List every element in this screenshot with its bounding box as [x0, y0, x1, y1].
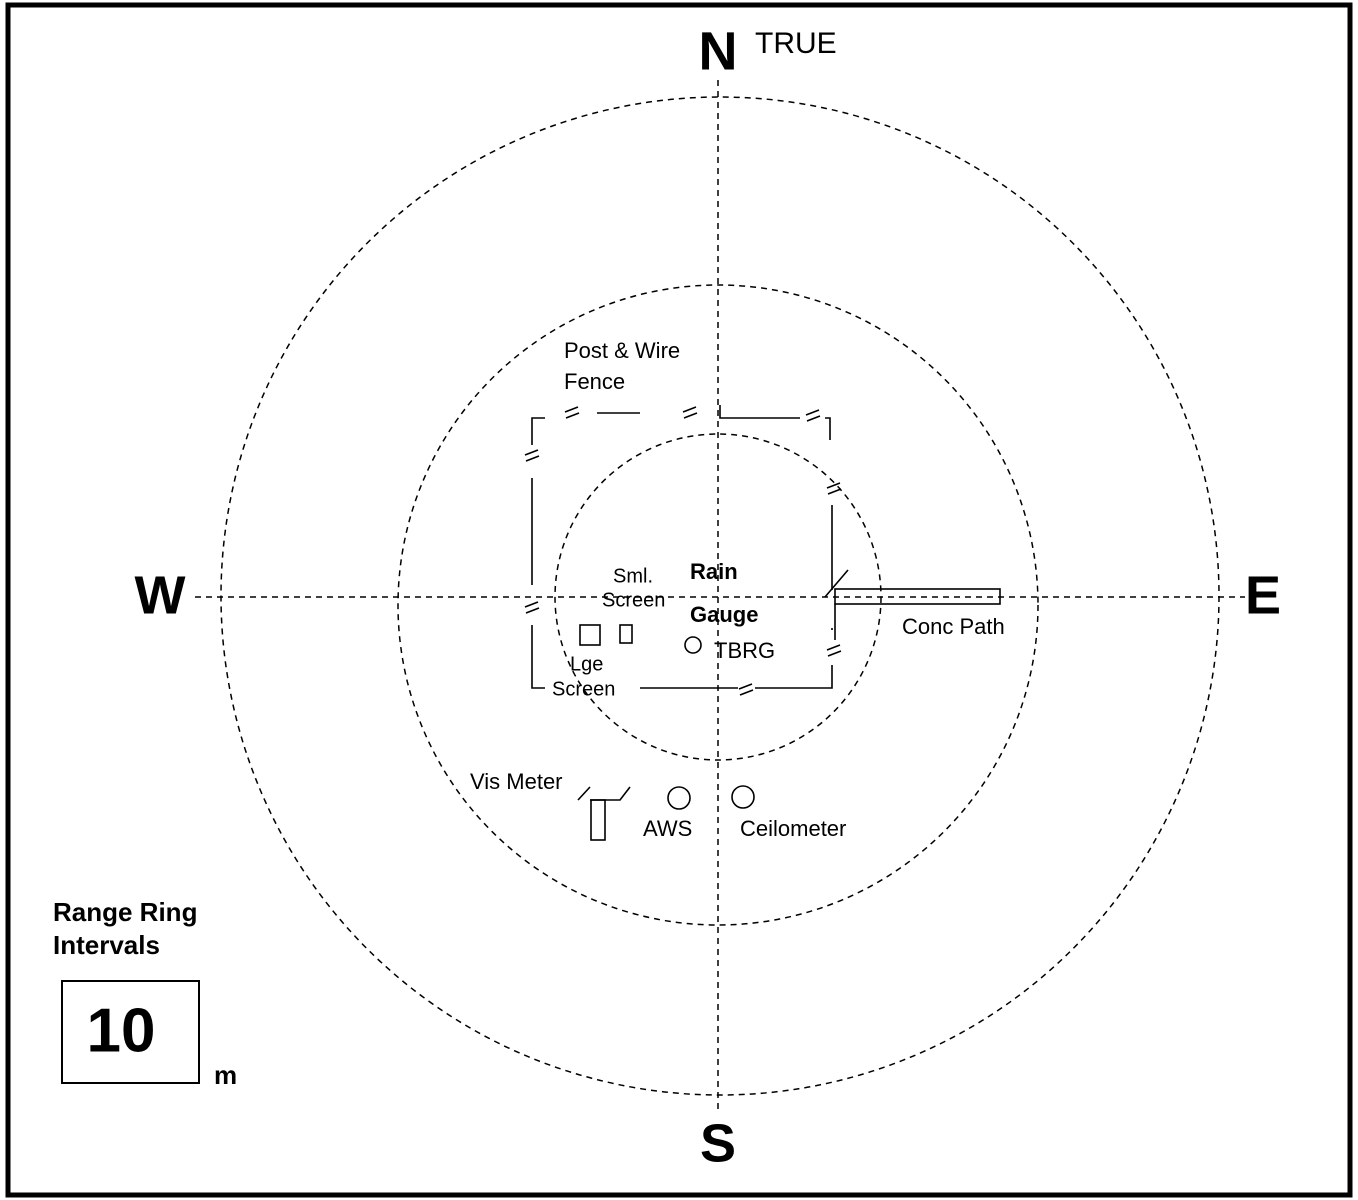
label: Post & Wire: [564, 338, 680, 363]
label: Gauge: [690, 602, 758, 627]
true-label: TRUE: [755, 27, 837, 60]
east: E: [1245, 565, 1281, 625]
label: Lge: [570, 653, 603, 675]
label: Conc Path: [902, 614, 1005, 639]
conc-path: [824, 569, 1001, 640]
label: Sml.: [613, 565, 653, 587]
label: Screen: [552, 678, 615, 700]
label: Fence: [564, 369, 625, 394]
label: AWS: [643, 816, 692, 841]
frame: [5, 2, 1353, 1198]
unit: m: [214, 1060, 237, 1090]
instruments: [577, 624, 755, 841]
range-rings: [195, 80, 1245, 1110]
label: Ceilometer: [740, 816, 846, 841]
label: Rain: [690, 559, 738, 584]
label: Screen: [602, 589, 665, 611]
interval-value: 10: [87, 996, 156, 1065]
fence: [524, 405, 842, 696]
label: Vis Meter: [470, 769, 563, 794]
legend-title: Range Ring: [53, 897, 197, 927]
south: S: [700, 1113, 736, 1173]
legend-title: Intervals: [53, 930, 160, 960]
label: TBRG: [714, 638, 775, 663]
north: N: [699, 21, 738, 81]
west: W: [135, 565, 186, 625]
legend-box: [61, 980, 200, 1084]
